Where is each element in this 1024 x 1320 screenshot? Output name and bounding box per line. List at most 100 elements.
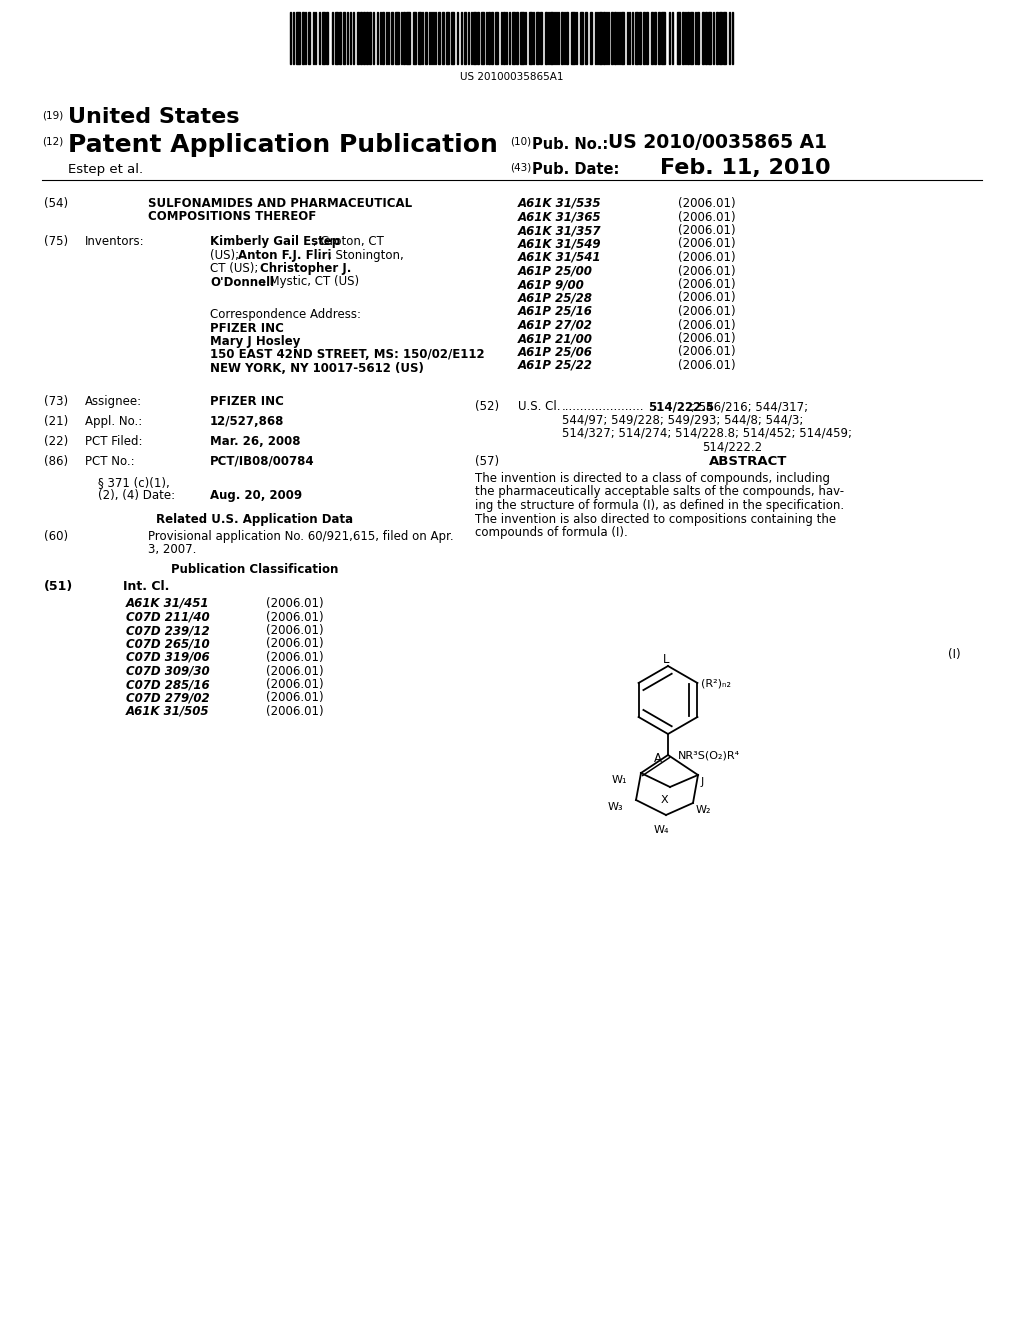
Text: Mar. 26, 2008: Mar. 26, 2008 [210, 436, 300, 447]
Text: (2006.01): (2006.01) [678, 292, 735, 305]
Text: Appl. No.:: Appl. No.: [85, 414, 142, 428]
Text: Patent Application Publication: Patent Application Publication [68, 133, 498, 157]
Text: US 2010/0035865 A1: US 2010/0035865 A1 [608, 133, 827, 152]
Bar [464, 12, 466, 63]
Bar [682, 12, 684, 63]
Text: the pharmaceutically acceptable salts of the compounds, hav-: the pharmaceutically acceptable salts of… [475, 486, 844, 499]
Bar [571, 12, 575, 63]
Text: 3, 2007.: 3, 2007. [148, 544, 197, 557]
Bar [654, 12, 656, 63]
Bar [614, 12, 616, 63]
Bar [621, 12, 624, 63]
Text: A61K 31/541: A61K 31/541 [518, 251, 601, 264]
Text: , Mystic, CT (US): , Mystic, CT (US) [262, 276, 359, 289]
Text: Assignee:: Assignee: [85, 395, 142, 408]
Text: compounds of formula (I).: compounds of formula (I). [475, 525, 628, 539]
Bar [545, 12, 547, 63]
Text: A61K 31/451: A61K 31/451 [126, 597, 210, 610]
Bar [561, 12, 563, 63]
Text: (2006.01): (2006.01) [266, 651, 324, 664]
Text: The invention is also directed to compositions containing the: The invention is also directed to compos… [475, 512, 837, 525]
Text: W₂: W₂ [696, 805, 712, 814]
Bar [550, 12, 553, 63]
Text: A: A [654, 752, 662, 766]
Bar [296, 12, 300, 63]
Text: (2006.01): (2006.01) [266, 678, 324, 690]
Bar [662, 12, 665, 63]
Text: (2006.01): (2006.01) [678, 210, 735, 223]
Text: Mary J Hosley: Mary J Hosley [210, 335, 300, 348]
Bar [716, 12, 718, 63]
Text: PCT No.:: PCT No.: [85, 455, 134, 469]
Text: Estep et al.: Estep et al. [68, 162, 143, 176]
Text: Inventors:: Inventors: [85, 235, 144, 248]
Text: NEW YORK, NY 10017-5612 (US): NEW YORK, NY 10017-5612 (US) [210, 362, 424, 375]
Text: A61K 31/365: A61K 31/365 [518, 210, 601, 223]
Bar [503, 12, 505, 63]
Text: 544/97; 549/228; 549/293; 544/8; 544/3;: 544/97; 549/228; 549/293; 544/8; 544/3; [562, 413, 804, 426]
Text: SULFONAMIDES AND PHARMACEUTICAL: SULFONAMIDES AND PHARMACEUTICAL [148, 197, 412, 210]
Bar [360, 12, 362, 63]
Text: ABSTRACT: ABSTRACT [709, 455, 787, 469]
Text: (60): (60) [44, 531, 69, 543]
Bar [343, 12, 345, 63]
Text: (2), (4) Date:: (2), (4) Date: [98, 490, 175, 503]
Bar [442, 12, 444, 63]
Text: C07D 279/02: C07D 279/02 [126, 692, 210, 705]
Bar [687, 12, 689, 63]
Text: NR³S(O₂)R⁴: NR³S(O₂)R⁴ [678, 751, 740, 762]
Text: A61K 31/505: A61K 31/505 [126, 705, 210, 718]
Text: (2006.01): (2006.01) [266, 692, 324, 705]
Text: 514/222.2: 514/222.2 [702, 441, 762, 454]
Text: (2006.01): (2006.01) [678, 224, 735, 238]
Text: COMPOSITIONS THEREOF: COMPOSITIONS THEREOF [148, 210, 316, 223]
Text: US 20100035865A1: US 20100035865A1 [460, 73, 564, 82]
Bar [651, 12, 653, 63]
Bar [391, 12, 393, 63]
Bar [339, 12, 341, 63]
Text: (12): (12) [42, 137, 63, 147]
Text: A61P 21/00: A61P 21/00 [518, 333, 593, 345]
Text: C07D 309/30: C07D 309/30 [126, 664, 210, 677]
Bar [438, 12, 440, 63]
Bar [477, 12, 479, 63]
Text: (2006.01): (2006.01) [266, 664, 324, 677]
Bar [322, 12, 325, 63]
Text: A61K 31/357: A61K 31/357 [518, 224, 601, 238]
Text: ing the structure of formula (I), as defined in the specification.: ing the structure of formula (I), as def… [475, 499, 844, 512]
Bar [690, 12, 693, 63]
Text: (2006.01): (2006.01) [678, 318, 735, 331]
Text: The invention is directed to a class of compounds, including: The invention is directed to a class of … [475, 473, 830, 484]
Bar [382, 12, 384, 63]
Text: PFIZER INC: PFIZER INC [210, 322, 284, 334]
Bar [488, 12, 490, 63]
Bar [590, 12, 592, 63]
Text: 514/222.5: 514/222.5 [648, 400, 714, 413]
Bar [708, 12, 711, 63]
Text: (R²)ₙ₂: (R²)ₙ₂ [701, 678, 731, 688]
Text: (52): (52) [475, 400, 499, 413]
Bar [658, 12, 660, 63]
Text: ; 546/216; 544/317;: ; 546/216; 544/317; [691, 400, 808, 413]
Text: (I): (I) [948, 648, 961, 661]
Text: A61P 25/06: A61P 25/06 [518, 346, 593, 359]
Text: W₃: W₃ [607, 803, 623, 812]
Text: (2006.01): (2006.01) [678, 197, 735, 210]
Bar [566, 12, 568, 63]
Text: (51): (51) [44, 579, 74, 593]
Text: Publication Classification: Publication Classification [171, 564, 339, 576]
Bar [362, 12, 365, 63]
Text: , Groton, CT: , Groton, CT [313, 235, 384, 248]
Text: (2006.01): (2006.01) [678, 264, 735, 277]
Text: C07D 211/40: C07D 211/40 [126, 610, 210, 623]
Text: O'Donnell: O'Donnell [210, 276, 274, 289]
Text: PCT/IB08/00784: PCT/IB08/00784 [210, 455, 314, 469]
Bar [413, 12, 416, 63]
Bar [512, 12, 515, 63]
Text: United States: United States [68, 107, 240, 127]
Text: § 371 (c)(1),: § 371 (c)(1), [98, 477, 170, 488]
Text: (2006.01): (2006.01) [678, 333, 735, 345]
Text: (2006.01): (2006.01) [678, 238, 735, 251]
Bar [302, 12, 304, 63]
Text: Kimberly Gail Estep: Kimberly Gail Estep [210, 235, 340, 248]
